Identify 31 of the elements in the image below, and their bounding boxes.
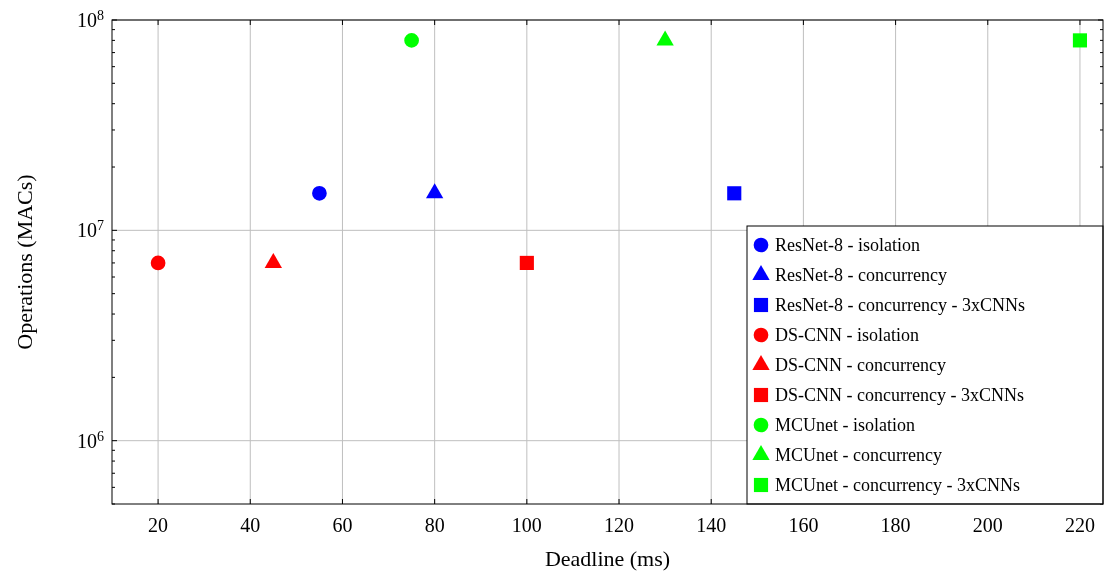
point bbox=[519, 255, 534, 270]
y-tick-label: 10$^{6}$ bbox=[77, 428, 104, 452]
y-tick-label: 10$^{7}$ bbox=[77, 217, 104, 242]
legend-label: ResNet-8 - concurrency - 3xCNNs bbox=[775, 295, 1025, 316]
legend-label: DS-CNN - concurrency bbox=[775, 355, 946, 376]
point bbox=[404, 33, 419, 48]
x-axis-title: Deadline (ms) bbox=[544, 546, 671, 571]
x-tick-label: 200 bbox=[972, 514, 1003, 536]
x-tick-label: 20 bbox=[148, 514, 169, 536]
legend-label: DS-CNN - concurrency - 3xCNNs bbox=[775, 385, 1024, 406]
y-axis-title: Operations (MACs) bbox=[12, 174, 37, 350]
point bbox=[150, 255, 166, 271]
legend-label: ResNet-8 - isolation bbox=[775, 235, 920, 256]
legend-label: MCUnet - concurrency - 3xCNNs bbox=[775, 475, 1020, 496]
x-tick-label: 40 bbox=[240, 514, 261, 536]
x-tick-label: 180 bbox=[880, 514, 911, 536]
x-tick-label: 80 bbox=[424, 514, 445, 536]
point bbox=[1072, 33, 1088, 48]
legend-label: DS-CNN - isolation bbox=[775, 325, 919, 346]
legend-label: MCUnet - isolation bbox=[775, 415, 915, 436]
x-tick-label: 140 bbox=[696, 514, 727, 536]
x-tick-label: 120 bbox=[604, 514, 635, 536]
x-tick-label: 220 bbox=[1064, 514, 1095, 536]
point bbox=[312, 185, 327, 201]
x-tick-label: 100 bbox=[511, 514, 542, 536]
legend-label: ResNet-8 - concurrency bbox=[775, 265, 947, 286]
y-tick-label: 10$^{8}$ bbox=[77, 7, 104, 31]
point bbox=[727, 186, 742, 201]
legend-label: MCUnet - concurrency bbox=[775, 445, 942, 466]
x-tick-label: 160 bbox=[788, 514, 819, 536]
x-tick-label: 60 bbox=[332, 514, 353, 536]
